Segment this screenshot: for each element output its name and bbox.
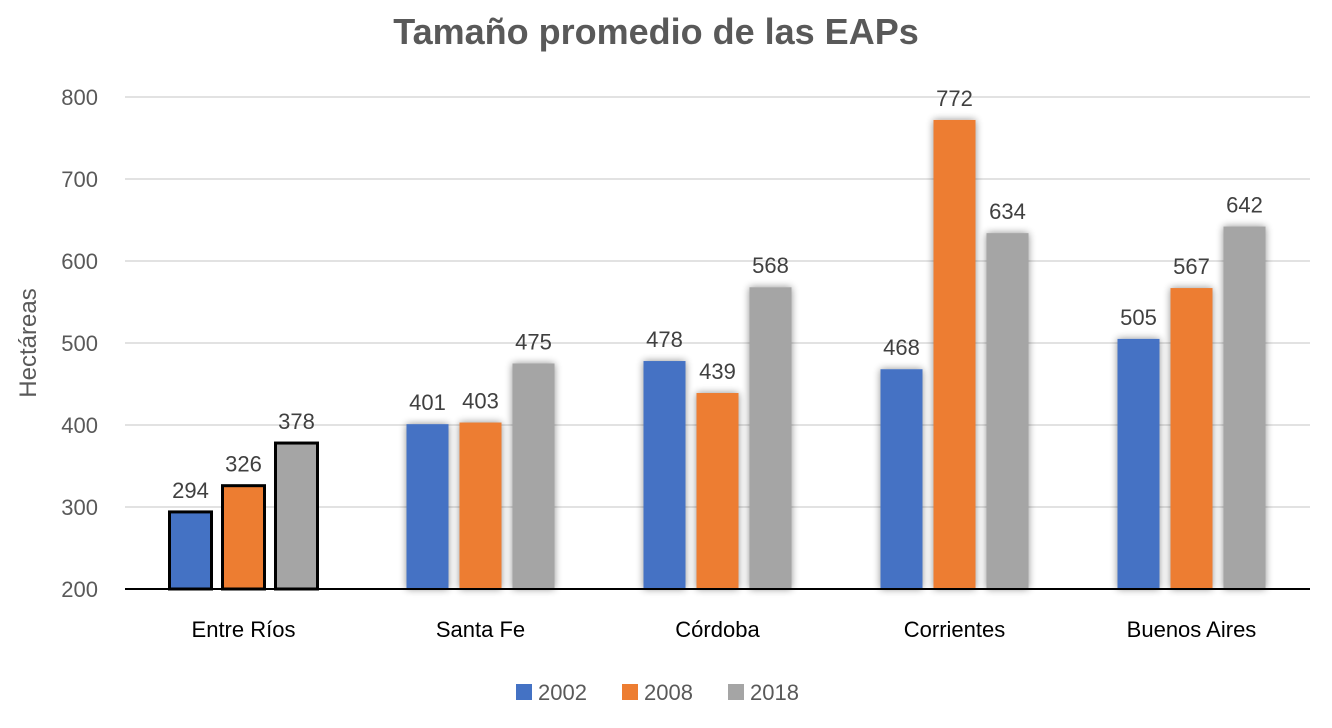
x-tick-label: Entre Ríos <box>192 617 296 642</box>
y-axis-label: Hectáreas <box>15 288 42 397</box>
data-label: 468 <box>883 335 920 360</box>
data-label: 475 <box>515 330 552 355</box>
y-tick-label: 300 <box>61 495 98 520</box>
data-label: 568 <box>752 253 789 278</box>
x-tick-label: Buenos Aires <box>1127 617 1257 642</box>
bar-2002 <box>880 369 923 589</box>
y-tick-label: 500 <box>61 331 98 356</box>
bar-2002 <box>643 361 686 589</box>
legend-swatch-2008 <box>622 684 638 700</box>
y-tick-label: 800 <box>61 85 98 110</box>
data-label: 478 <box>646 327 683 352</box>
bar-2008 <box>1170 288 1213 589</box>
data-label: 567 <box>1173 254 1210 279</box>
y-tick-label: 400 <box>61 413 98 438</box>
bar-2008 <box>933 119 976 590</box>
data-label: 439 <box>699 359 736 384</box>
data-label: 634 <box>989 199 1026 224</box>
legend-label: 2002 <box>538 680 587 705</box>
bar-2002 <box>168 510 213 591</box>
data-label: 294 <box>172 478 209 503</box>
data-label: 403 <box>462 389 499 414</box>
bar-2008 <box>696 393 739 589</box>
x-tick-label: Córdoba <box>675 617 760 642</box>
y-tick-label: 600 <box>61 249 98 274</box>
x-tick-label: Corrientes <box>904 617 1005 642</box>
chart-title: Tamaño promedio de las EAPs <box>393 11 918 52</box>
x-tick-label: Santa Fe <box>436 617 525 642</box>
legend-swatch-2002 <box>516 684 532 700</box>
data-label: 326 <box>225 452 262 477</box>
data-label: 401 <box>409 390 446 415</box>
y-tick-label: 200 <box>61 577 98 602</box>
y-tick-label: 700 <box>61 167 98 192</box>
bar-2008 <box>459 422 502 589</box>
bar-2018 <box>986 233 1029 589</box>
bar-2018 <box>512 363 555 589</box>
data-label: 505 <box>1120 305 1157 330</box>
bar-2018 <box>749 287 792 589</box>
legend-label: 2008 <box>644 680 693 705</box>
data-label: 642 <box>1226 193 1263 218</box>
data-label: 378 <box>278 409 315 434</box>
legend-label: 2018 <box>750 680 799 705</box>
bar-2002 <box>1117 338 1160 589</box>
bar-2018 <box>1223 226 1266 589</box>
data-label: 772 <box>936 86 973 111</box>
bar-2008 <box>221 484 266 591</box>
legend-swatch-2018 <box>728 684 744 700</box>
bar-2002 <box>406 424 449 589</box>
bar-2018 <box>274 441 319 591</box>
